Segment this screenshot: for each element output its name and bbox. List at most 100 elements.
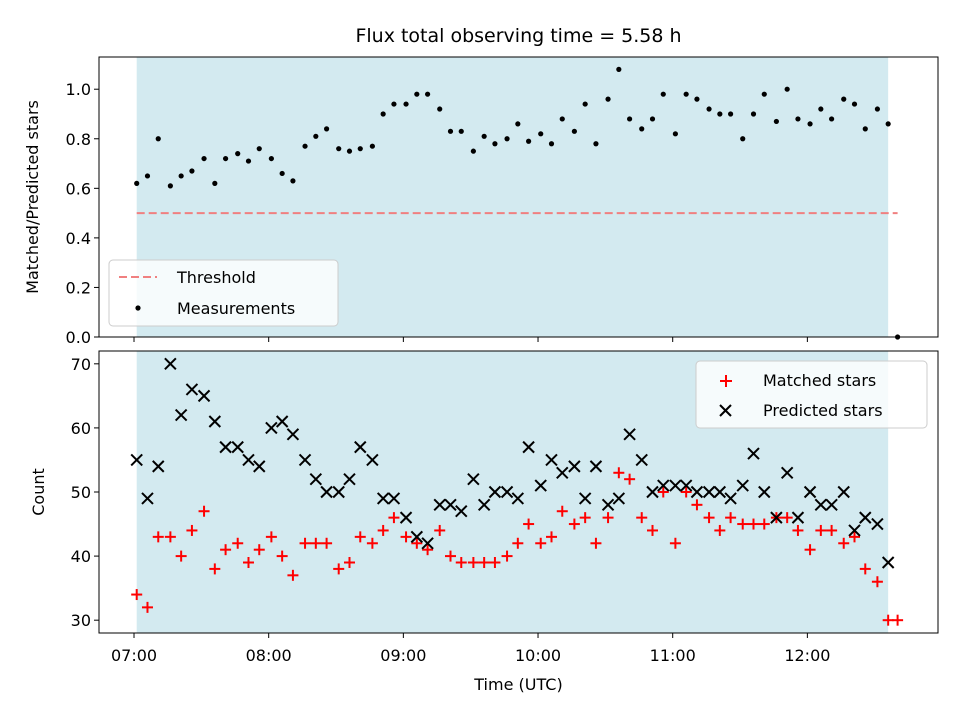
predicted-star-point bbox=[511, 492, 525, 505]
predicted-star-point bbox=[635, 453, 648, 467]
measurement-point bbox=[144, 173, 151, 179]
matched-star-point bbox=[164, 531, 176, 543]
predicted-star-point bbox=[747, 447, 760, 460]
matched-star-point bbox=[455, 557, 467, 568]
measurement-point bbox=[290, 178, 296, 184]
predicted-star-point bbox=[309, 472, 323, 486]
measurement-point bbox=[649, 116, 656, 122]
measurement-point bbox=[639, 126, 645, 132]
measurement-point bbox=[201, 155, 207, 162]
measurement-point bbox=[740, 136, 746, 142]
measurement-point bbox=[235, 151, 241, 157]
matched-star-point bbox=[467, 557, 479, 568]
predicted-star-point bbox=[320, 485, 333, 499]
measurement-point bbox=[717, 111, 723, 117]
bottom-legend: Matched stars Predicted stars bbox=[695, 360, 928, 429]
matched-star-point bbox=[333, 563, 345, 575]
matched-star-point bbox=[276, 550, 288, 562]
predicted-star-point bbox=[467, 472, 480, 486]
measurement-point bbox=[155, 136, 161, 142]
matched-star-point bbox=[242, 557, 254, 568]
legend-threshold-label: Threshold bbox=[176, 268, 256, 287]
matched-star-point bbox=[792, 524, 804, 536]
measurement-point bbox=[222, 155, 229, 162]
measurement-point bbox=[256, 146, 262, 152]
top-axes-frame bbox=[98, 56, 939, 338]
predicted-star-point bbox=[736, 479, 749, 492]
measurement-point bbox=[683, 91, 689, 97]
predicted-star-point bbox=[343, 472, 356, 486]
matched-star-point bbox=[523, 518, 535, 530]
top-y-axis-label: Matched/Predicted stars bbox=[23, 100, 42, 294]
predicted-star-point bbox=[646, 485, 659, 499]
matched-star-point bbox=[804, 544, 816, 556]
matched-star-point bbox=[849, 531, 861, 543]
predicted-star-point bbox=[724, 492, 737, 505]
measurement-point bbox=[526, 138, 532, 144]
predicted-star-point bbox=[500, 485, 514, 499]
measurement-point bbox=[167, 183, 173, 189]
predicted-star-point bbox=[354, 440, 367, 454]
measurement-point bbox=[795, 116, 801, 122]
legend-matched-swatch bbox=[720, 375, 732, 387]
predicted-star-point bbox=[825, 498, 838, 512]
panel-counts: 30 40 50 60 70 07:00 08:00 09:00 10:00 11:00 12:0… bbox=[29, 350, 939, 694]
panel-flux-ratio: 0.0 0.2 0.4 0.6 0.8 1.0 Matched/Predicted sta… bbox=[23, 56, 939, 347]
measurement-point bbox=[313, 133, 319, 139]
measurement-point bbox=[336, 146, 342, 152]
measurement-point bbox=[761, 91, 767, 97]
predicted-star-point bbox=[713, 485, 727, 499]
matched-star-point bbox=[624, 473, 636, 485]
legend-matched-label: Matched stars bbox=[763, 371, 876, 390]
matched-stars-points bbox=[131, 467, 904, 626]
predicted-star-point bbox=[366, 453, 379, 467]
predicted-star-point bbox=[455, 505, 468, 518]
matched-star-point bbox=[400, 531, 412, 543]
measurement-point bbox=[424, 91, 431, 97]
matched-star-point bbox=[388, 512, 400, 524]
measurement-point bbox=[616, 66, 622, 72]
y-tick-label: 30 bbox=[71, 611, 91, 630]
predicted-star-point bbox=[275, 415, 289, 428]
predicted-star-point bbox=[556, 466, 569, 479]
matched-star-point bbox=[422, 544, 434, 556]
matched-star-point bbox=[535, 537, 547, 549]
predicted-star-point bbox=[185, 383, 199, 396]
measurement-point bbox=[437, 106, 443, 112]
matched-star-point bbox=[141, 601, 153, 613]
measurement-point bbox=[818, 106, 824, 112]
measurement-point bbox=[694, 96, 700, 102]
x-tick-label: 10:00 bbox=[515, 646, 561, 665]
matched-star-point bbox=[657, 486, 669, 498]
predicted-star-point bbox=[690, 485, 704, 499]
matched-star-point bbox=[152, 531, 164, 543]
predicted-star-point bbox=[332, 485, 345, 499]
matched-star-point bbox=[175, 550, 187, 562]
predicted-star-point bbox=[679, 479, 693, 492]
measurement-point bbox=[481, 133, 487, 139]
matched-star-point bbox=[590, 537, 602, 549]
predicted-star-point bbox=[522, 440, 535, 454]
bottom-axes-frame bbox=[98, 350, 939, 634]
y-tick-label: 0.6 bbox=[66, 179, 91, 198]
matched-star-point bbox=[209, 563, 221, 575]
measurement-point bbox=[571, 128, 577, 134]
matched-star-point bbox=[321, 537, 333, 549]
measurement-point bbox=[380, 111, 386, 117]
predicted-star-point bbox=[702, 485, 716, 499]
predicted-star-point bbox=[444, 498, 457, 512]
measurement-point bbox=[548, 141, 555, 147]
predicted-star-point bbox=[803, 485, 817, 499]
predicted-star-point bbox=[410, 530, 424, 544]
matched-star-point bbox=[377, 524, 389, 536]
matched-star-point bbox=[636, 512, 648, 524]
matched-star-point bbox=[691, 499, 703, 511]
measurement-point bbox=[784, 86, 790, 92]
matched-star-point bbox=[434, 524, 446, 536]
measurement-point bbox=[369, 143, 375, 149]
legend-measurements-label: Measurements bbox=[177, 299, 295, 318]
matched-star-point bbox=[198, 505, 210, 517]
matched-star-point bbox=[411, 537, 423, 549]
predicted-star-point bbox=[601, 498, 615, 512]
measurement-point bbox=[134, 180, 140, 186]
